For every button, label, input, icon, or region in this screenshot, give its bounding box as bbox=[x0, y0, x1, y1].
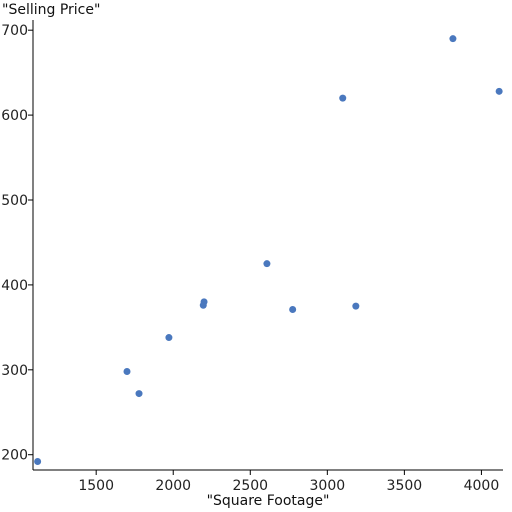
x-tick-label: 1500 bbox=[78, 478, 114, 494]
x-axis-ticks: 1500 2000 2500 3000 3500 4000 bbox=[78, 470, 499, 494]
data-point bbox=[200, 298, 208, 306]
data-points bbox=[34, 35, 503, 466]
y-tick-label: 400 bbox=[1, 278, 28, 294]
data-point bbox=[123, 368, 131, 376]
y-axis-ticks: 200 300 400 500 600 700 bbox=[1, 23, 33, 464]
data-point bbox=[495, 87, 503, 95]
data-point bbox=[352, 302, 360, 310]
y-tick-label: 700 bbox=[1, 23, 28, 39]
x-tick-label: 2500 bbox=[232, 478, 268, 494]
y-tick-label: 200 bbox=[1, 448, 28, 464]
data-point bbox=[449, 35, 457, 43]
x-axis-title: "Square Footage" bbox=[207, 493, 330, 509]
y-tick-label: 300 bbox=[1, 363, 28, 379]
x-tick-label: 3500 bbox=[387, 478, 423, 494]
data-point bbox=[34, 458, 42, 466]
x-tick-label: 3000 bbox=[310, 478, 346, 494]
x-tick-label: 2000 bbox=[155, 478, 191, 494]
y-tick-label: 600 bbox=[1, 108, 28, 124]
x-tick-label: 4000 bbox=[464, 478, 500, 494]
data-point bbox=[289, 306, 297, 314]
data-point bbox=[263, 260, 271, 268]
y-tick-label: 500 bbox=[1, 193, 28, 209]
y-axis-title: "Selling Price" bbox=[2, 2, 100, 18]
data-point bbox=[135, 390, 143, 398]
data-point bbox=[165, 334, 173, 342]
data-point bbox=[339, 94, 347, 102]
